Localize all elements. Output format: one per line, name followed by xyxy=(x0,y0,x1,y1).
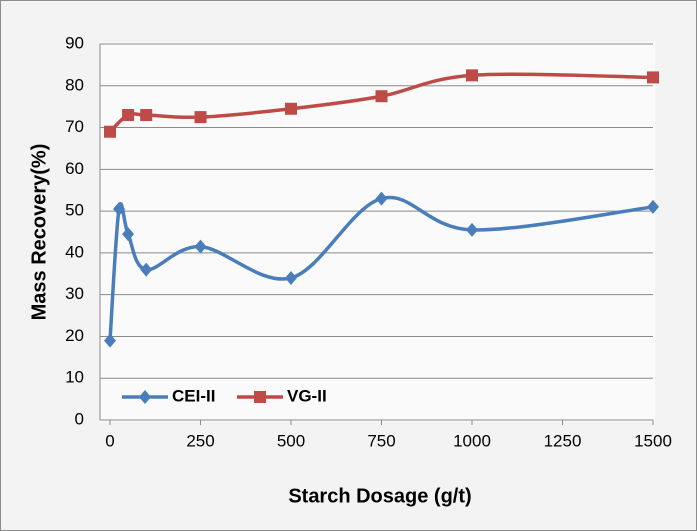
marker xyxy=(285,102,297,115)
y-tick-label: 70 xyxy=(65,117,84,136)
marker xyxy=(194,111,207,124)
marker xyxy=(122,227,135,242)
x-tick-label: 250 xyxy=(186,431,214,450)
marker xyxy=(104,125,116,138)
y-tick-label: 80 xyxy=(65,75,84,94)
marker xyxy=(194,239,207,254)
y-tick-label: 20 xyxy=(65,326,84,345)
y-tick-label: 0 xyxy=(75,409,84,428)
y-tick-label: 40 xyxy=(65,242,84,261)
x-tick-label: 1500 xyxy=(634,431,672,450)
x-tick-label: 1000 xyxy=(453,431,491,450)
legend-label: VG-II xyxy=(287,386,327,405)
y-tick-label: 10 xyxy=(65,368,84,387)
x-tick-label: 750 xyxy=(367,431,395,450)
legend-label: CEI-II xyxy=(172,386,215,405)
legend-marker xyxy=(139,390,151,404)
y-tick-label: 90 xyxy=(65,33,84,52)
marker xyxy=(466,222,478,237)
marker xyxy=(140,109,153,122)
x-axis-title: Starch Dosage (g/t) xyxy=(288,485,471,507)
y-axis-title: Mass Recovery(%) xyxy=(28,144,50,321)
x-tick-label: 500 xyxy=(277,431,305,450)
plot-area xyxy=(100,42,655,422)
marker xyxy=(375,191,388,206)
legend-marker xyxy=(254,391,266,403)
y-tick-label: 50 xyxy=(65,201,84,220)
x-tick-label: 0 xyxy=(105,431,114,450)
marker xyxy=(140,262,153,277)
marker xyxy=(285,270,297,285)
marker xyxy=(122,109,135,122)
x-tick-label: 1250 xyxy=(544,431,582,450)
marker xyxy=(466,69,478,82)
marker xyxy=(647,71,659,84)
y-tick-label: 60 xyxy=(65,159,84,178)
marker xyxy=(104,333,116,348)
marker xyxy=(647,199,659,214)
marker xyxy=(113,202,126,217)
y-tick-label: 30 xyxy=(65,284,84,303)
marker xyxy=(375,90,388,103)
